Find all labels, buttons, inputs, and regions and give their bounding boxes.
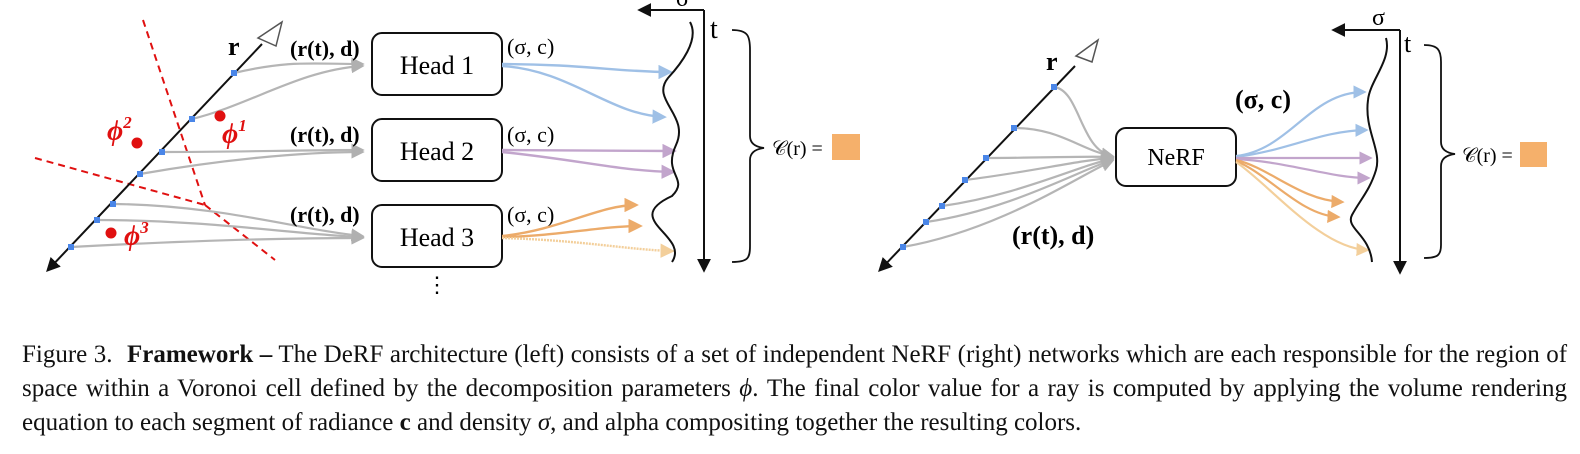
head-1-label: Head 1 <box>400 51 474 80</box>
nerf-ray-label: r <box>1046 47 1058 76</box>
framework-figure: r ϕ1 ϕ2 ϕ3 <box>34 0 1547 297</box>
nerf-color-swatch <box>1520 142 1547 167</box>
head2-input-label: (r(t), d) <box>290 122 360 147</box>
ray-label: r <box>228 32 240 61</box>
nerf-ray-line <box>878 65 1076 273</box>
phi-labels: ϕ1 ϕ2 ϕ3 <box>107 113 247 252</box>
nerf-color-equation: 𝒞(r) = <box>1462 145 1513 167</box>
nerf-sample-points <box>900 84 1057 250</box>
nerf-t-axis-label: t <box>1404 29 1412 58</box>
figure-caption: Figure 3. Framework – The DeRF architectu… <box>22 338 1567 440</box>
caption-phi: ϕ <box>739 375 753 402</box>
nerf-sigma-axis-label: σ <box>1372 5 1385 31</box>
nerf-output-arrows <box>1235 85 1373 257</box>
phi-2-label: ϕ2 <box>107 113 132 147</box>
caption-text-2: . The final color value for a ray is com… <box>22 375 1568 436</box>
head1-input-label: (r(t), d) <box>290 36 360 61</box>
head1-output-label: (σ, c) <box>507 34 554 59</box>
sample-points <box>68 70 237 250</box>
caption-text-4: , and alpha compositing together the res… <box>550 409 1082 436</box>
nerf-input-label: (r(t), d) <box>1012 221 1094 250</box>
phi-points <box>105 110 226 239</box>
caption-text-1: The DeRF architecture (left) consists of… <box>22 341 1568 402</box>
t-axis-label: t <box>710 14 718 45</box>
caption-text-3: and density <box>410 409 538 436</box>
sigma-axis-label: σ <box>676 0 689 12</box>
output-arrows <box>501 62 677 258</box>
camera-icon <box>256 20 284 48</box>
caption-title: Framework – <box>126 341 273 368</box>
phi-3-label: ϕ3 <box>124 218 149 252</box>
head3-output-label: (σ, c) <box>507 202 554 227</box>
nerf-box: NeRF <box>1115 127 1237 187</box>
nerf-input-arrows <box>902 85 1115 249</box>
nerf-density-curve <box>1349 37 1389 263</box>
derf-panel: r ϕ1 ϕ2 ϕ3 <box>34 0 860 297</box>
caption-label: Figure 3. <box>22 341 113 368</box>
head-3-box: Head 3 <box>371 204 503 268</box>
head3-input-label: (r(t), d) <box>290 202 360 227</box>
input-arrows <box>70 57 365 249</box>
nerf-output-label: (σ, c) <box>1235 85 1291 114</box>
nerf-panel: r (r(t), d) NeRF (σ, c) <box>878 5 1547 275</box>
head-1-box: Head 1 <box>371 32 503 96</box>
nerf-label: NeRF <box>1147 145 1204 171</box>
head-3-label: Head 3 <box>400 223 474 252</box>
head-2-box: Head 2 <box>371 118 503 182</box>
ray-line <box>46 43 263 273</box>
caption-sigma: σ <box>537 409 551 436</box>
caption-c: c <box>399 409 411 436</box>
head-2-label: Head 2 <box>400 137 474 166</box>
integration-brace <box>731 29 765 263</box>
color-equation: 𝒞(r) = <box>772 138 823 160</box>
more-heads-ellipsis: ⋮ <box>426 272 448 297</box>
nerf-camera-icon <box>1074 38 1100 63</box>
voronoi-boundaries <box>34 19 276 261</box>
phi-1-label: ϕ1 <box>222 116 247 150</box>
color-swatch <box>832 134 860 160</box>
nerf-integration-brace <box>1423 44 1456 259</box>
density-curve <box>651 21 694 263</box>
head2-output-label: (σ, c) <box>507 122 554 147</box>
